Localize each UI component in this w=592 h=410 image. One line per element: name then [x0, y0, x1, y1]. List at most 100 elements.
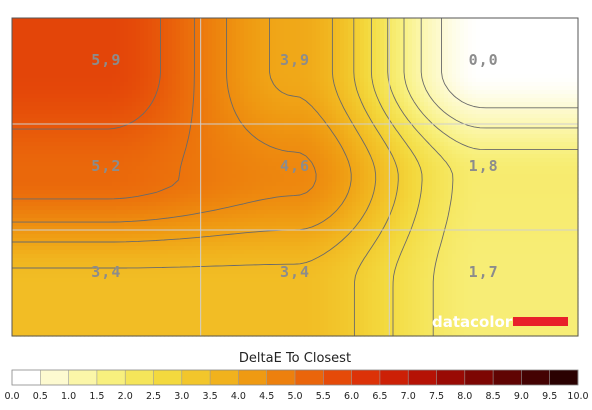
heat-pixel [220, 154, 225, 159]
heat-pixel [52, 30, 57, 35]
heat-pixel [488, 78, 493, 83]
heat-pixel [168, 134, 173, 139]
heat-pixel [180, 62, 185, 67]
heat-pixel [424, 134, 429, 139]
heat-pixel [196, 94, 201, 99]
heat-pixel [420, 70, 425, 75]
heat-pixel [332, 66, 337, 71]
heat-pixel [448, 134, 453, 139]
heat-pixel [304, 134, 309, 139]
heat-pixel [164, 114, 169, 119]
heat-pixel [452, 126, 457, 131]
heat-pixel [304, 146, 309, 151]
heat-pixel [220, 30, 225, 35]
heat-pixel [140, 46, 145, 51]
heat-pixel [236, 114, 241, 119]
heat-pixel [440, 102, 445, 107]
heat-pixel [56, 158, 61, 163]
heat-pixel [480, 110, 485, 115]
heat-pixel [116, 18, 121, 23]
heat-pixel [228, 102, 233, 107]
heat-pixel [324, 54, 329, 59]
heat-pixel [240, 38, 245, 43]
heat-pixel [32, 134, 37, 139]
heat-pixel [564, 146, 569, 151]
heat-pixel [412, 22, 417, 27]
heat-pixel [372, 54, 377, 59]
heat-pixel [304, 18, 309, 23]
heat-pixel [112, 106, 117, 111]
heat-pixel [540, 134, 545, 139]
heat-pixel [308, 138, 313, 143]
heat-pixel [200, 58, 205, 63]
heat-pixel [56, 18, 61, 23]
heat-pixel [156, 70, 161, 75]
heat-pixel [72, 130, 77, 135]
heat-pixel [568, 82, 573, 87]
heat-pixel [120, 46, 125, 51]
heat-pixel [320, 154, 325, 159]
heat-pixel [232, 154, 237, 159]
heat-pixel [292, 50, 297, 55]
heat-pixel [428, 102, 433, 107]
heat-pixel [464, 30, 469, 35]
heat-pixel [108, 18, 113, 23]
heat-pixel [32, 150, 37, 155]
heat-pixel [356, 18, 361, 23]
heat-pixel [208, 34, 213, 39]
heat-pixel [356, 54, 361, 59]
heat-pixel [236, 126, 241, 131]
heat-pixel [208, 110, 213, 115]
heat-pixel [256, 82, 261, 87]
heat-pixel [200, 110, 205, 115]
heat-pixel [348, 22, 353, 27]
heat-pixel [404, 66, 409, 71]
heat-pixel [228, 106, 233, 111]
heat-pixel [428, 78, 433, 83]
heat-pixel [216, 130, 221, 135]
heat-pixel [24, 138, 29, 143]
heat-pixel [564, 134, 569, 139]
heat-pixel [288, 138, 293, 143]
heat-pixel [264, 110, 269, 115]
heat-pixel [360, 30, 365, 35]
heat-pixel [416, 78, 421, 83]
heat-pixel [492, 22, 497, 27]
heat-pixel [156, 126, 161, 131]
heat-pixel [488, 74, 493, 79]
heat-pixel [544, 62, 549, 67]
heat-pixel [540, 74, 545, 79]
heat-pixel [164, 78, 169, 83]
heat-pixel [352, 62, 357, 67]
heat-pixel [176, 134, 181, 139]
heat-pixel [528, 114, 533, 119]
heat-pixel [108, 98, 113, 103]
heat-pixel [140, 82, 145, 87]
heat-pixel [188, 42, 193, 47]
heat-pixel [104, 154, 109, 159]
heat-pixel [448, 94, 453, 99]
heat-pixel [464, 50, 469, 55]
heat-pixel [152, 94, 157, 99]
heat-pixel [564, 102, 569, 107]
heat-pixel [352, 90, 357, 95]
heat-pixel [360, 106, 365, 111]
heat-pixel [244, 30, 249, 35]
heat-pixel [416, 98, 421, 103]
heat-pixel [484, 82, 489, 87]
heat-pixel [76, 110, 81, 115]
heat-pixel [68, 78, 73, 83]
heat-pixel [380, 62, 385, 67]
heat-pixel [64, 18, 69, 23]
heat-pixel [216, 150, 221, 155]
heat-pixel [276, 78, 281, 83]
heat-pixel [408, 86, 413, 91]
heat-pixel [292, 66, 297, 71]
heat-pixel [368, 54, 373, 59]
heat-pixel [388, 130, 393, 135]
heat-pixel [112, 130, 117, 135]
heat-pixel [512, 110, 517, 115]
heat-pixel [236, 138, 241, 143]
heat-pixel [380, 134, 385, 139]
heat-pixel [344, 106, 349, 111]
